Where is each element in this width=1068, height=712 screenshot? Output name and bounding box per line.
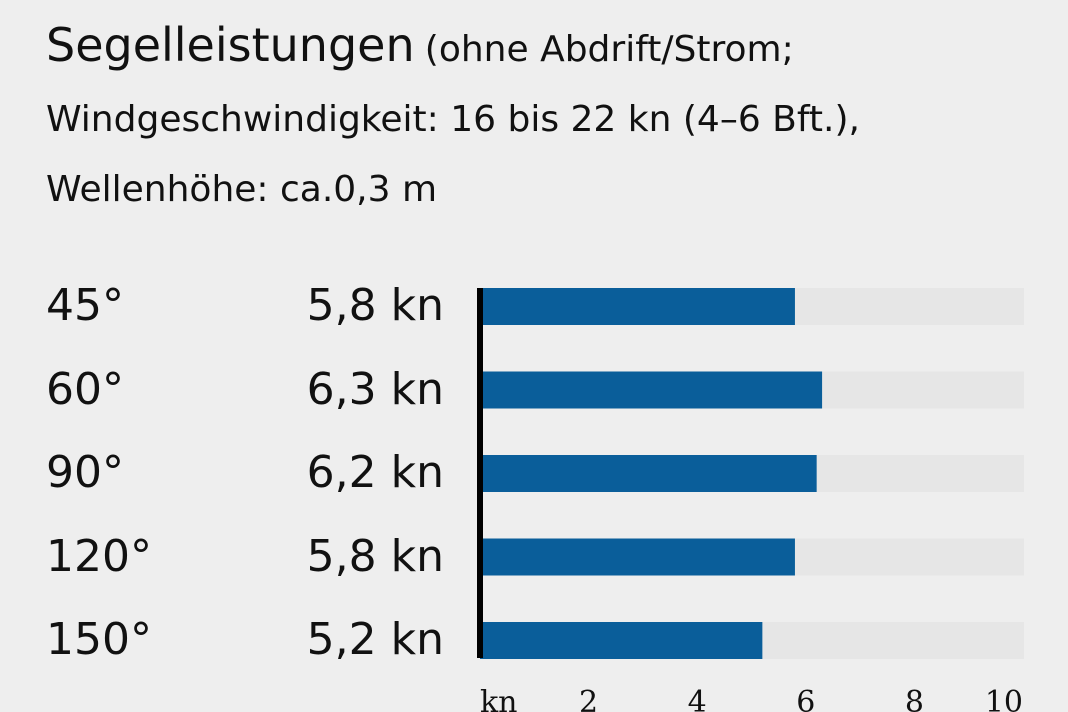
bar-value-label: 6,2 kn [306,447,444,498]
bar-value-label: 5,8 kn [306,530,444,582]
category-label: 90° [46,447,124,498]
bar [480,455,817,492]
category-label: 150° [46,614,152,665]
chart-title-block: Segelleistungen (ohne Abdrift/Strom; Win… [46,10,1036,225]
category-label: 45° [46,280,124,331]
bar-value-label: 6,3 kn [306,363,444,415]
bar [480,288,795,325]
category-label: 120° [46,530,152,582]
x-tick-label: 2 [579,685,598,712]
bar [480,538,795,576]
x-axis-ticks: kn 2 4 6 8 10 [480,685,1023,712]
x-unit-label: kn [480,685,518,712]
bars [480,288,823,659]
chart-subtitle: (ohne Abdrift/Strom; Windgeschwindigkeit… [46,29,860,210]
x-tick-label: 10 [985,685,1023,712]
chart-title: Segelleistungen [46,18,415,72]
x-tick-label: 8 [905,685,924,712]
bar [480,371,823,409]
x-tick-label: 6 [796,685,815,712]
bar [480,622,763,659]
bar-value-label: 5,2 kn [306,614,444,665]
bar-value-label: 5,8 kn [306,280,444,331]
x-tick-label: 4 [688,685,707,712]
category-label: 60° [46,363,124,415]
